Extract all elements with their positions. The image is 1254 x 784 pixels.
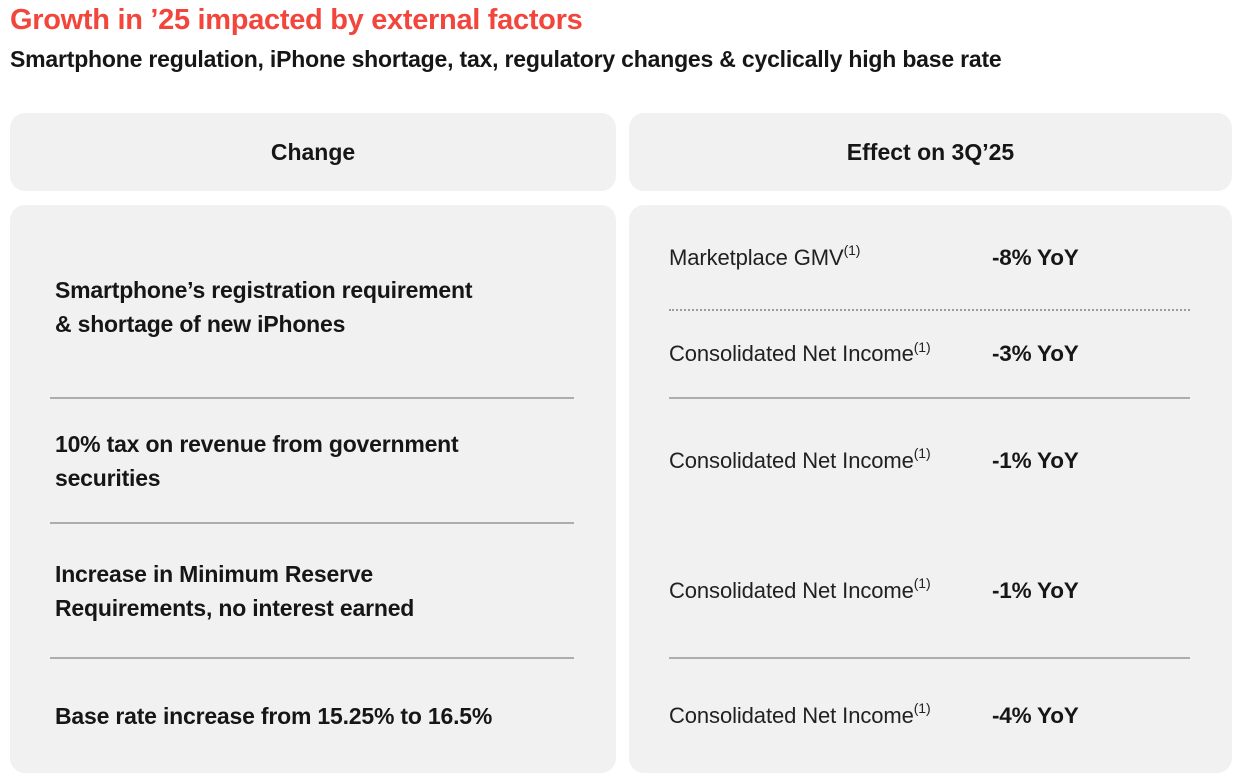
effect-metric-label: Consolidated Net Income — [669, 577, 914, 603]
footnote-marker: (1) — [913, 338, 931, 355]
changes-panel: Smartphone’s registration requirement & … — [10, 205, 616, 773]
effect-value: -8% YoY — [992, 244, 1079, 270]
column-header-change-label: Change — [270, 138, 356, 165]
change-text: 10% tax on revenue from government secur… — [55, 430, 459, 491]
change-row-base-rate: Base rate increase from 15.25% to 16.5% — [10, 658, 616, 773]
effect-metric: Consolidated Net Income(1) — [669, 700, 992, 729]
footnote-marker: (1) — [913, 445, 931, 462]
effect-metric: Consolidated Net Income(1) — [669, 575, 992, 604]
change-text: Increase in Minimum Reserve Requirements… — [55, 560, 415, 621]
effect-value: -3% YoY — [992, 341, 1079, 366]
footnote-marker: (1) — [913, 700, 931, 717]
effect-value: -1% YoY — [992, 577, 1079, 603]
footnote-marker: (1) — [913, 575, 931, 592]
column-header-effect-label: Effect on 3Q’25 — [846, 138, 1015, 165]
effect-row-net-income-1: Consolidated Net Income(1) -3% YoY — [629, 310, 1232, 399]
page-title: Growth in ’25 impacted by external facto… — [10, 4, 583, 36]
effect-value: -1% YoY — [992, 447, 1079, 473]
column-header-change: Change — [10, 113, 616, 191]
effect-metric-label: Marketplace GMV — [669, 244, 844, 270]
effect-row-net-income-3: Consolidated Net Income(1) -1% YoY — [629, 523, 1232, 659]
effect-metric: Marketplace GMV(1) — [669, 242, 992, 271]
change-row-reserve: Increase in Minimum Reserve Requirements… — [10, 523, 616, 659]
effects-panel: Marketplace GMV(1) -8% YoY Consolidated … — [629, 205, 1232, 773]
page-subtitle: Smartphone regulation, iPhone shortage, … — [10, 46, 1002, 72]
effect-row-net-income-2: Consolidated Net Income(1) -1% YoY — [629, 398, 1232, 523]
footnote-marker: (1) — [843, 242, 861, 259]
column-header-effect: Effect on 3Q’25 — [629, 113, 1232, 191]
change-row-tax: 10% tax on revenue from government secur… — [10, 398, 616, 524]
effect-row-gmv: Marketplace GMV(1) -8% YoY — [629, 205, 1232, 311]
change-text: Base rate increase from 15.25% to 16.5% — [55, 702, 493, 729]
effect-value: -4% YoY — [992, 702, 1079, 728]
effect-metric-label: Consolidated Net Income — [669, 702, 914, 728]
effect-row-net-income-4: Consolidated Net Income(1) -4% YoY — [629, 658, 1232, 773]
effect-metric: Consolidated Net Income(1) — [669, 445, 992, 474]
comparison-table: Change Effect on 3Q’25 Smartphone’s regi… — [10, 113, 1232, 773]
effect-metric-label: Consolidated Net Income — [669, 447, 914, 473]
effect-metric: Consolidated Net Income(1) — [669, 338, 992, 367]
change-text: Smartphone’s registration requirement & … — [55, 276, 473, 337]
effect-metric-label: Consolidated Net Income — [669, 341, 914, 366]
change-row-smartphone: Smartphone’s registration requirement & … — [10, 205, 616, 399]
